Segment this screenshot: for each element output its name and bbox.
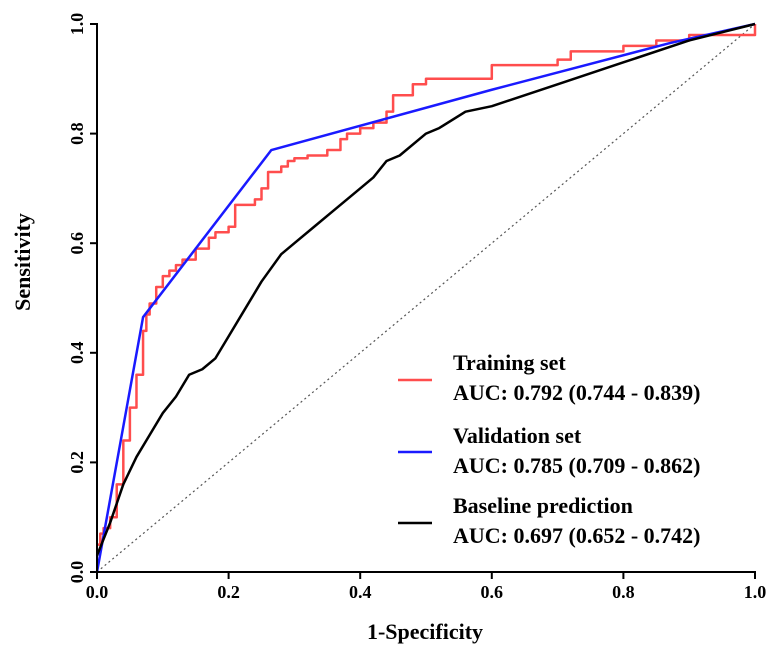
roc-curves xyxy=(95,22,757,573)
axis-ticks: 0.0 0.2 0.4 0.6 0.8 1.0 0.0 0.2 0.4 0.6 0.8 1.0 xyxy=(67,13,766,602)
x-tick-label: 0.0 xyxy=(86,582,109,602)
x-tick-label: 0.2 xyxy=(217,582,240,602)
y-tick-label: 0.2 xyxy=(67,451,87,474)
y-axis-title: Sensitivity xyxy=(10,213,35,311)
legend-label-baseline: Baseline prediction xyxy=(453,493,633,518)
roc-line-validation xyxy=(95,22,756,573)
x-tick-label: 0.4 xyxy=(349,582,372,602)
y-tick-label: 0.4 xyxy=(67,342,87,365)
y-tick-label: 0.8 xyxy=(67,122,87,145)
roc-line-baseline xyxy=(95,22,756,557)
legend-auc-baseline: AUC: 0.697 (0.652 - 0.742) xyxy=(453,523,700,548)
legend-label-validation: Validation set xyxy=(453,423,582,448)
roc-line-training xyxy=(97,24,757,546)
reference-diagonal-line xyxy=(96,23,756,573)
x-tick-label: 0.8 xyxy=(612,582,635,602)
x-axis-title: 1-Specificity xyxy=(367,619,483,644)
x-tick-label: 0.6 xyxy=(481,582,504,602)
legend-auc-training: AUC: 0.792 (0.744 - 0.839) xyxy=(453,380,700,405)
y-tick-label: 1.0 xyxy=(67,13,87,36)
legend-label-training: Training set xyxy=(453,350,566,375)
legend-auc-validation: AUC: 0.785 (0.709 - 0.862) xyxy=(453,453,700,478)
legend: Training set AUC: 0.792 (0.744 - 0.839) … xyxy=(398,350,700,548)
y-tick-label: 0.0 xyxy=(67,561,87,584)
x-tick-label: 1.0 xyxy=(744,582,767,602)
y-tick-label: 0.6 xyxy=(67,232,87,255)
